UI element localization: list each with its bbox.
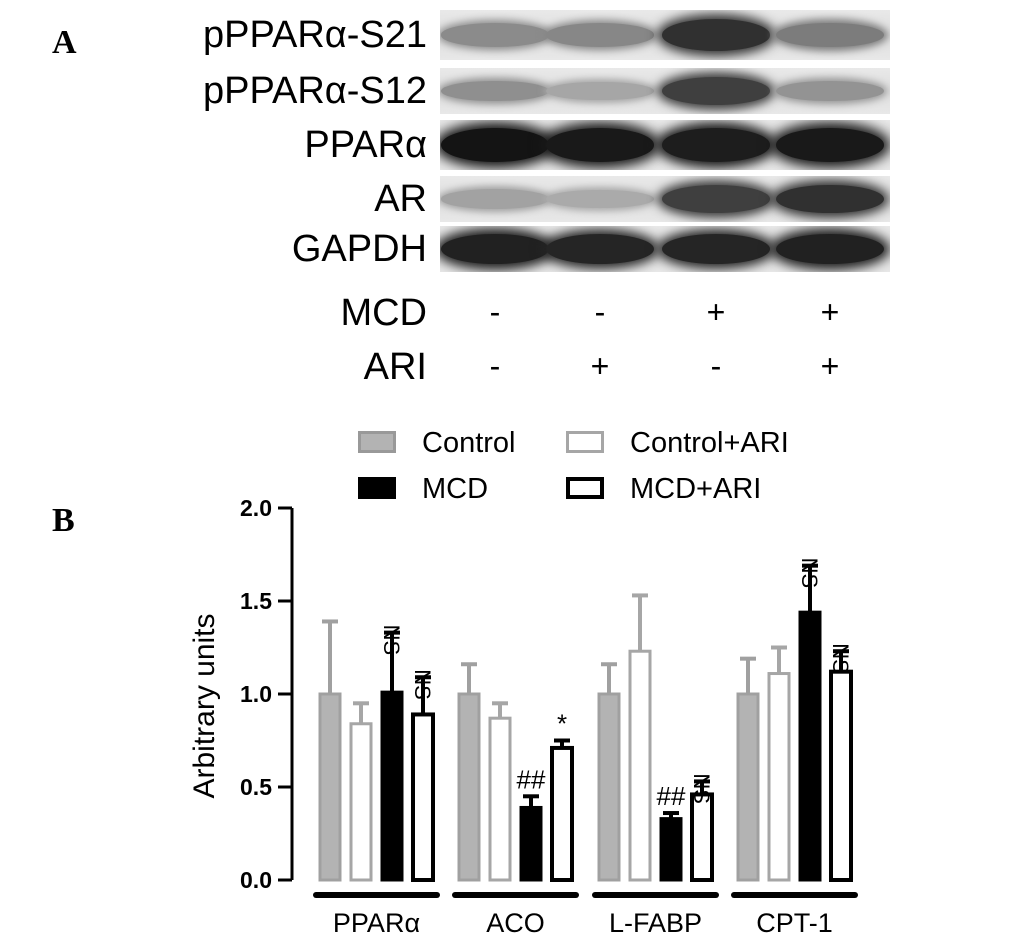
category-label: CPT-1 [756, 908, 833, 938]
blot-band [662, 234, 770, 264]
blot-label: pPPARα-S21 [202, 14, 427, 56]
panel-b-letter: B [52, 502, 75, 539]
legend-swatch [358, 477, 396, 499]
legend-label: Control [422, 427, 516, 459]
bar [767, 672, 791, 882]
blot-band [546, 189, 654, 209]
y-tick-label: 1.5 [240, 588, 272, 614]
bar [628, 649, 652, 882]
y-tick-label: 0.5 [240, 774, 272, 800]
blot-strip [440, 176, 890, 222]
blot-band [441, 80, 549, 102]
significance-label: * [557, 709, 567, 739]
blot-label: PPARα [304, 124, 427, 166]
significance-label: NS [828, 643, 853, 674]
condition-sign: + [590, 348, 610, 384]
blot-band [662, 77, 770, 105]
blot-band [662, 128, 770, 162]
bar [659, 817, 683, 882]
legend-swatch [566, 431, 604, 453]
blot-band [441, 233, 549, 265]
legend-swatch [358, 431, 396, 453]
bar [690, 792, 714, 882]
blot-band [776, 233, 884, 265]
legend-swatch [566, 477, 604, 499]
blot-band [546, 81, 654, 101]
significance-label: NS [689, 773, 714, 804]
blot-band [776, 128, 884, 162]
blot-band [546, 234, 654, 264]
bar [829, 669, 853, 882]
y-tick-label: 0.0 [240, 867, 272, 893]
blot-band [662, 19, 770, 51]
condition-sign: - [489, 294, 501, 330]
blot-band [546, 128, 654, 162]
bar [318, 692, 342, 882]
significance-label: NS [797, 558, 822, 589]
blot-strip [440, 10, 890, 60]
y-tick-label: 2.0 [240, 495, 272, 521]
blot-strip [440, 68, 890, 114]
condition-sign: - [710, 348, 722, 384]
significance-label: NS [410, 669, 435, 700]
panel-a-letter: A [52, 24, 77, 61]
blot-band [662, 185, 770, 213]
bar [349, 722, 373, 882]
significance-label: ## [657, 781, 686, 811]
bar [597, 692, 621, 882]
blot-band [776, 22, 884, 48]
bar [550, 745, 574, 882]
bar [411, 712, 435, 883]
category-label: ACO [486, 908, 545, 938]
significance-label: NS [379, 625, 404, 656]
legend-label: Control+ARI [630, 427, 789, 459]
blot-band [441, 189, 549, 209]
condition-sign: + [820, 294, 840, 330]
blot-band [441, 127, 549, 163]
condition-sign: - [489, 348, 501, 384]
bar [519, 805, 543, 882]
bar [488, 716, 512, 882]
legend-label: MCD [422, 473, 489, 505]
legend-label: MCD+ARI [630, 473, 762, 505]
bar [457, 692, 481, 882]
bar [798, 610, 822, 882]
bar [380, 690, 404, 882]
condition-sign: - [594, 294, 606, 330]
blot-band [441, 23, 549, 47]
condition-sign: + [820, 348, 840, 384]
blot-band [776, 184, 884, 214]
bar [736, 692, 760, 882]
condition-label: MCD [340, 292, 427, 334]
condition-label: ARI [363, 346, 427, 388]
y-axis-title: Arbitrary units [188, 613, 221, 798]
blot-strip [440, 120, 890, 170]
blot-band [776, 80, 884, 102]
condition-sign: + [706, 294, 726, 330]
y-tick-label: 1.0 [240, 681, 272, 707]
significance-label: ## [517, 764, 546, 794]
blot-band [546, 23, 654, 47]
blot-label: AR [374, 178, 427, 220]
category-label: L-FABP [609, 908, 702, 938]
blot-label: pPPARα-S12 [202, 70, 427, 112]
blot-strip [440, 226, 890, 272]
category-label: PPARα [333, 908, 420, 938]
blot-label: GAPDH [291, 228, 427, 270]
